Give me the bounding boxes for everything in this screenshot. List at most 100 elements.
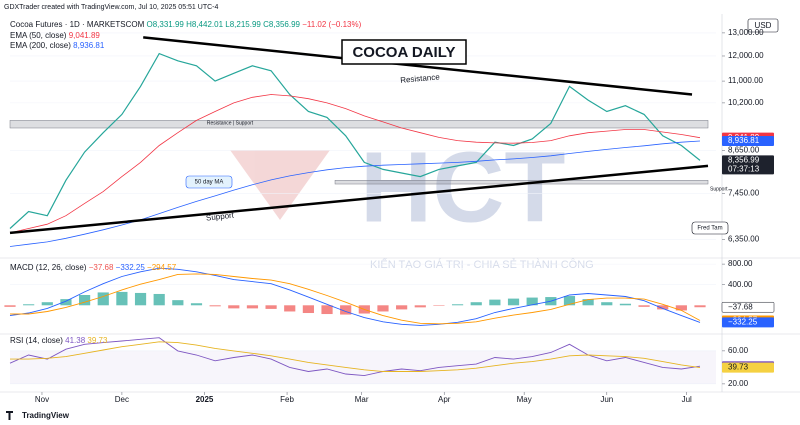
histogram-bar bbox=[451, 304, 464, 306]
trendline bbox=[9, 164, 709, 235]
histogram-bar bbox=[4, 305, 16, 307]
series-line bbox=[9, 94, 701, 234]
symbol-name: Cocoa Futures · 1D · MARKETSCOM bbox=[10, 20, 145, 29]
rsi-legend-text: RSI (14, close) 41.38 39.73 bbox=[10, 336, 108, 345]
author-callout bbox=[691, 221, 729, 235]
zone bbox=[9, 120, 709, 129]
histogram-bar bbox=[190, 303, 203, 306]
y-tick-label: 7,450.00 bbox=[728, 189, 760, 198]
histogram-bar bbox=[228, 305, 240, 309]
histogram-bar bbox=[414, 305, 426, 308]
price-tag-label: 39.73 bbox=[728, 363, 749, 372]
macd-legend: MACD (12, 26, close) −37.68 −332.25 −294… bbox=[10, 263, 177, 272]
histogram-bar bbox=[116, 291, 128, 306]
macd-legend-text: MACD (12, 26, close) −37.68 −332.25 −294… bbox=[10, 263, 177, 272]
credit: GDXTrader created with TradingView.com, … bbox=[4, 4, 218, 11]
ma-callout bbox=[185, 175, 233, 189]
y-tick-label: 400.00 bbox=[728, 280, 753, 289]
brand: TradingView bbox=[22, 411, 70, 420]
y-tick-label: 60.00 bbox=[728, 346, 749, 355]
x-tick-label: Jun bbox=[600, 395, 613, 404]
histogram-bar bbox=[302, 305, 314, 314]
histogram-bar bbox=[507, 298, 520, 306]
histogram-bar bbox=[526, 297, 538, 306]
y-tick-label: 12,000.00 bbox=[728, 51, 764, 60]
x-tick-label: Nov bbox=[35, 395, 49, 404]
histogram-bar bbox=[97, 292, 109, 306]
rsi-legend: RSI (14, close) 41.38 39.73 bbox=[10, 336, 108, 345]
price-tag-label: −37.68 bbox=[728, 302, 753, 311]
change: −11.02 (−0.13%) bbox=[302, 20, 361, 29]
histogram-bar bbox=[79, 295, 91, 306]
histogram-bar bbox=[340, 305, 352, 315]
title-box bbox=[341, 39, 467, 65]
ema200-value: 8,936.81 bbox=[73, 41, 105, 50]
histogram-bar bbox=[638, 305, 650, 307]
y-tick-label: 11,000.00 bbox=[728, 76, 764, 85]
y-tick-label: 800.00 bbox=[728, 259, 753, 268]
x-tick-label: Feb bbox=[280, 395, 294, 404]
price-tag bbox=[722, 317, 774, 328]
histogram-bar bbox=[563, 296, 576, 306]
open: 8,331.99 bbox=[153, 20, 185, 29]
currency[interactable]: USD bbox=[755, 21, 772, 30]
high: 8,442.01 bbox=[192, 20, 224, 29]
x-tick-label: Dec bbox=[115, 395, 129, 404]
price-tag-label: −332.25 bbox=[728, 318, 758, 327]
rsi-band bbox=[10, 350, 716, 384]
price-tag bbox=[722, 136, 774, 147]
macd-signal-value: −294.57 bbox=[147, 263, 177, 272]
price-tag bbox=[722, 155, 774, 175]
histogram-bar bbox=[601, 302, 613, 306]
histogram-bar bbox=[657, 305, 669, 310]
ema50-legend: EMA (50, close) 9,041.89 bbox=[10, 31, 100, 40]
rsi-name: RSI (14, close) bbox=[10, 336, 63, 345]
x-tick-label: Jul bbox=[682, 395, 692, 404]
histogram-bar bbox=[284, 305, 296, 312]
ma-label: 50 day MA bbox=[195, 180, 224, 186]
series-line bbox=[10, 273, 701, 325]
histogram-bar bbox=[60, 299, 72, 306]
ema200-name: EMA (200, close) bbox=[10, 41, 71, 50]
close: 8,356.99 bbox=[269, 20, 301, 29]
macd-line-value: −332.25 bbox=[116, 263, 146, 272]
x-tick-label: Apr bbox=[438, 395, 451, 404]
histogram-bar bbox=[172, 300, 184, 306]
chart-title: COCOA DAILY bbox=[352, 44, 455, 61]
histogram-bar bbox=[675, 305, 687, 311]
symbol: Cocoa Futures · 1D · MARKETSCOM O8,331.9… bbox=[10, 20, 362, 29]
histogram-bar bbox=[433, 305, 445, 306]
y-tick-label: 8,650.00 bbox=[728, 146, 760, 155]
price-tag-label: 8,936.81 bbox=[728, 136, 760, 145]
h-label: H bbox=[186, 20, 192, 29]
ema200-legend: EMA (200, close) 8,936.81 bbox=[10, 41, 105, 50]
histogram-bar bbox=[489, 299, 501, 306]
ema50-name: EMA (50, close) bbox=[10, 31, 67, 40]
rsi-value: 41.38 bbox=[65, 336, 86, 345]
histogram-bar bbox=[582, 299, 594, 306]
trendline bbox=[143, 36, 693, 96]
author-label: Fred Tam bbox=[697, 226, 722, 232]
series-line bbox=[9, 267, 701, 326]
c-label: C bbox=[263, 20, 269, 29]
histogram-bar bbox=[470, 302, 482, 306]
histogram-bar bbox=[134, 292, 147, 306]
histogram-bar bbox=[265, 305, 277, 309]
histogram-bar bbox=[619, 303, 632, 306]
series-line bbox=[10, 341, 701, 372]
x-tick-label: 2025 bbox=[196, 395, 214, 404]
low: 8,215.99 bbox=[230, 20, 262, 29]
histogram-bar bbox=[23, 304, 35, 306]
series-line bbox=[9, 140, 701, 247]
l-label: L bbox=[225, 20, 230, 29]
pane: 13,000.00 12,000.00 11,000.00 10,200.00 8,65… bbox=[9, 28, 774, 404]
currency-box[interactable] bbox=[747, 18, 779, 33]
macd-hist: −37.68 bbox=[89, 263, 114, 272]
watermark-logo: HCT bbox=[360, 131, 566, 243]
rsi-ma-value: 39.73 bbox=[87, 336, 108, 345]
price-tag-label: 8,356.99 bbox=[728, 155, 760, 164]
